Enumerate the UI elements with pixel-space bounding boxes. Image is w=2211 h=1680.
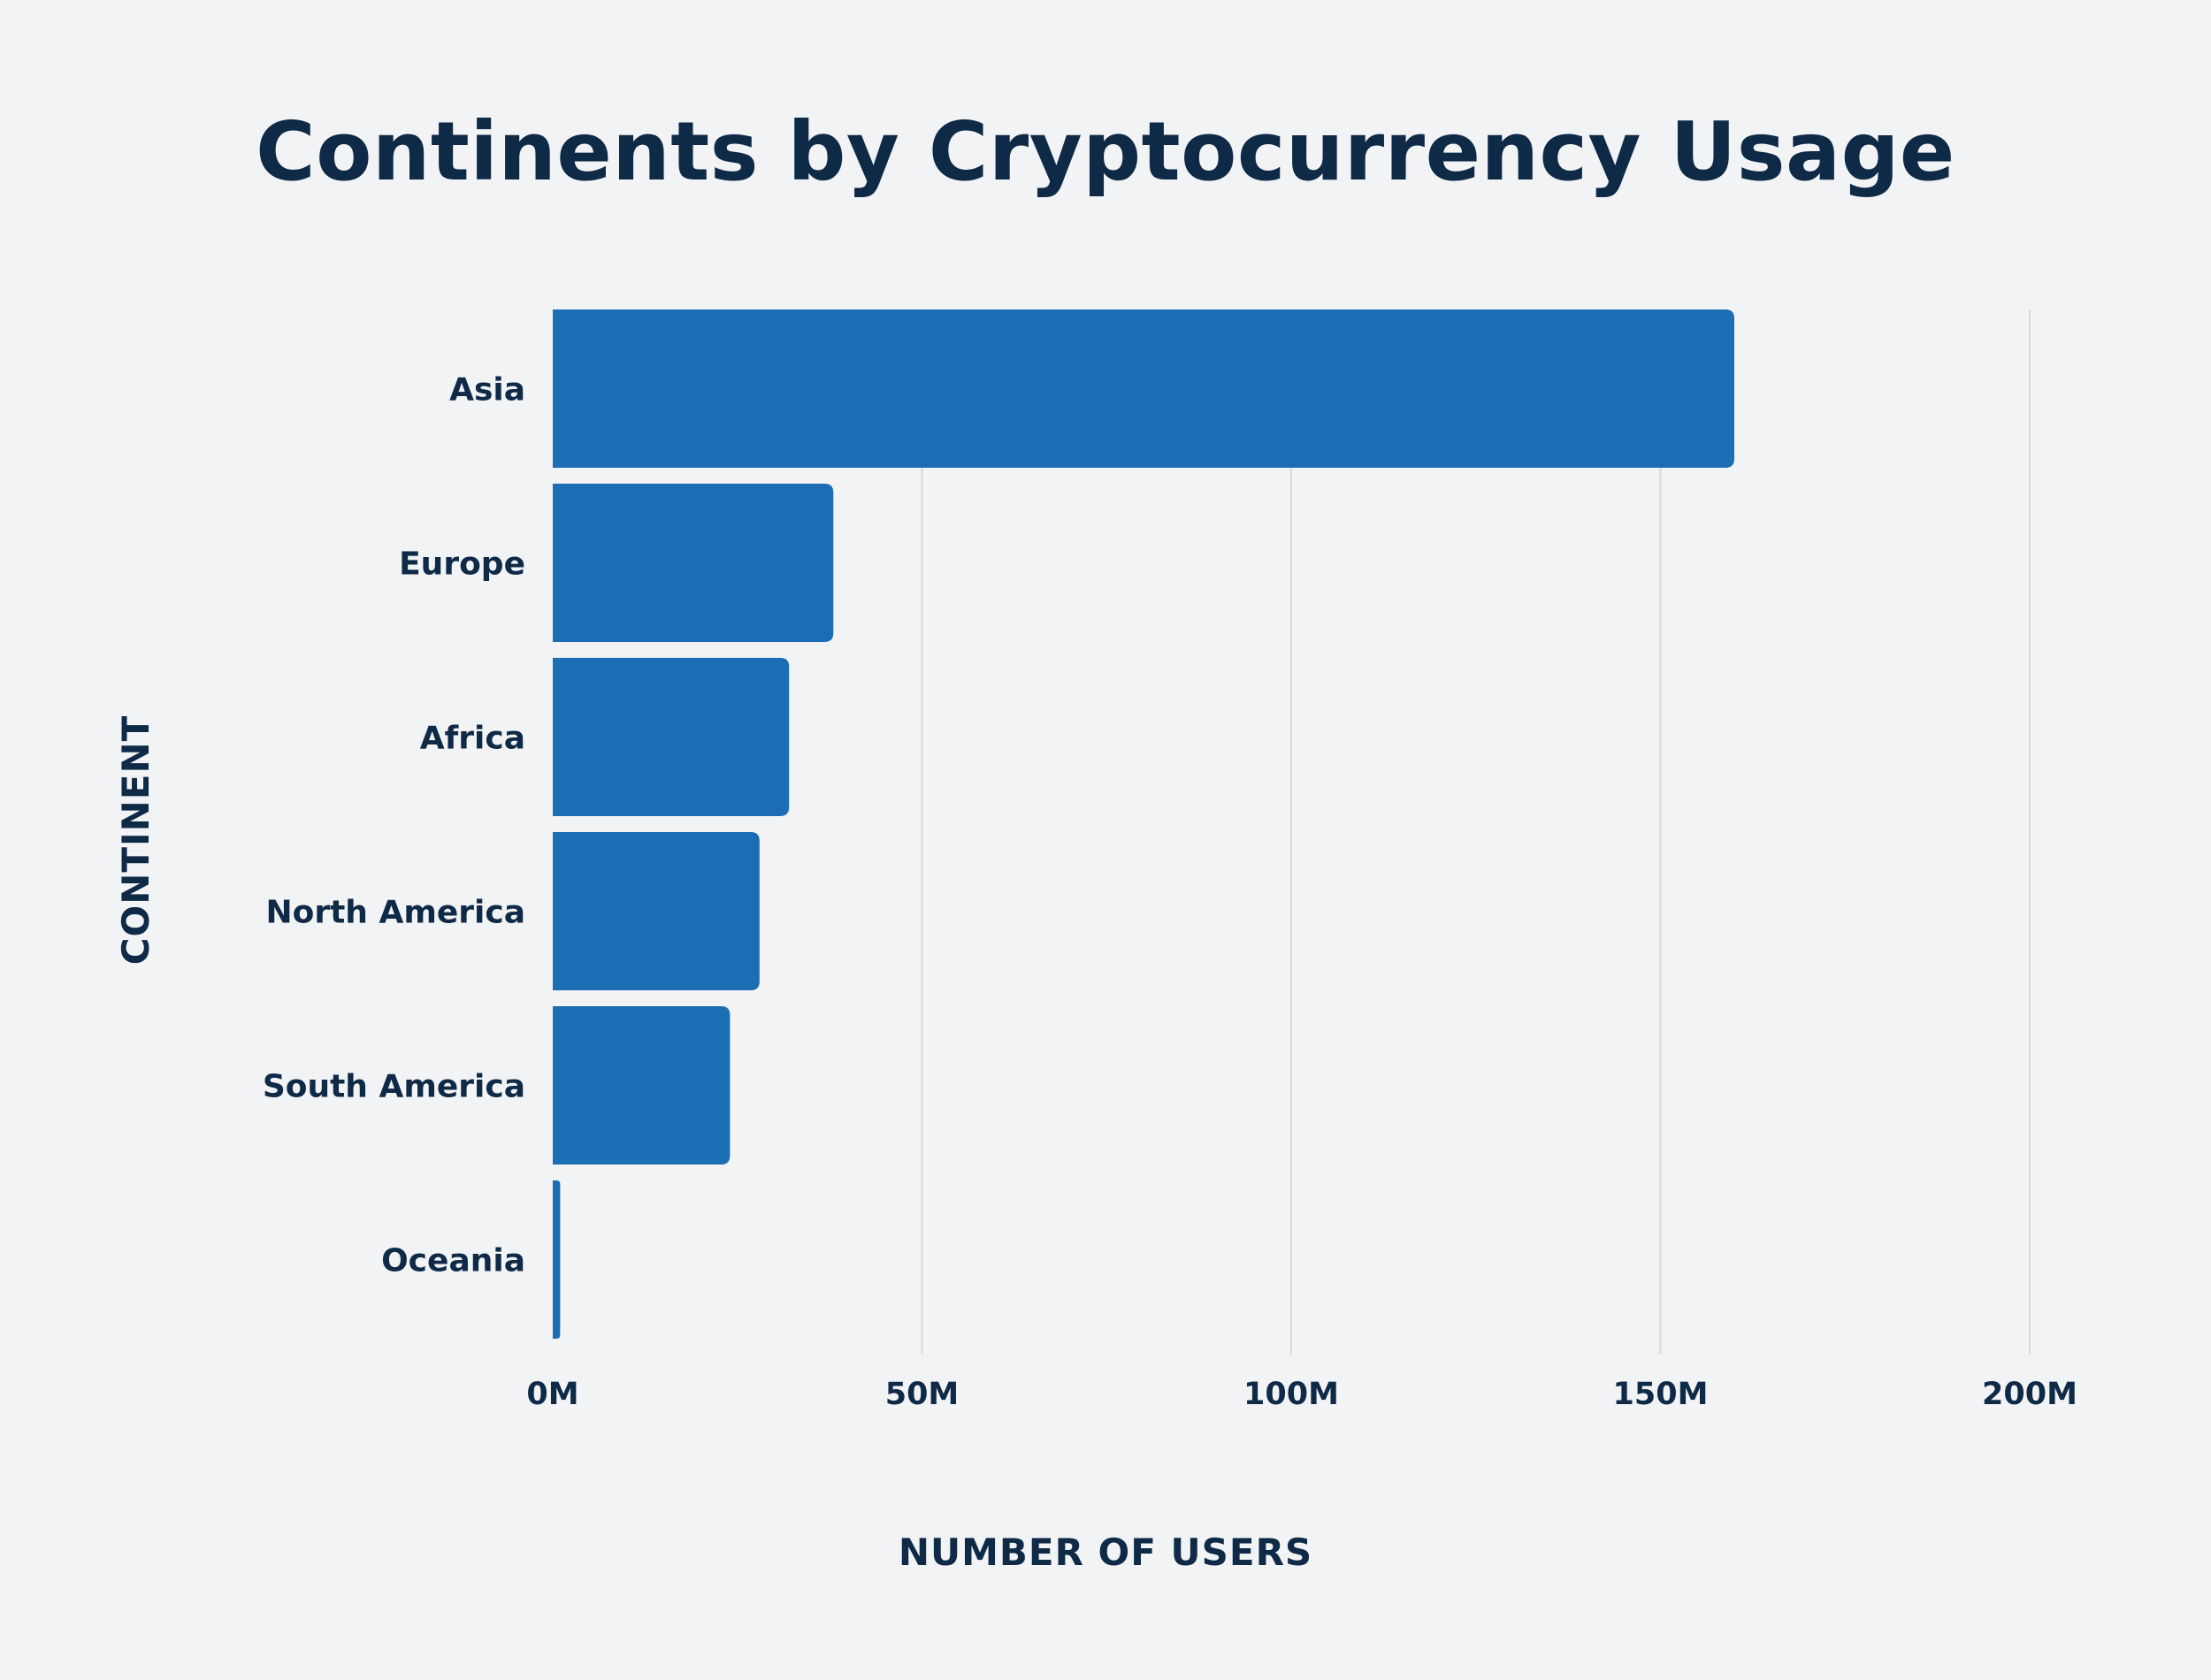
bar-north-america: [553, 832, 760, 990]
x-axis-title: NUMBER OF USERS: [899, 1531, 1312, 1574]
category-label-north-america: North America: [265, 895, 525, 931]
bar-europe: [553, 484, 834, 642]
chart-title: Continents by Cryptocurrency Usage: [256, 104, 1955, 199]
x-tick-label: 0M: [526, 1377, 578, 1412]
x-tick-label: 50M: [885, 1377, 960, 1412]
bars: [553, 309, 1734, 1339]
category-label-oceania: Oceania: [381, 1243, 525, 1279]
bar-africa: [553, 658, 790, 816]
y-axis-title: CONTINENT: [114, 715, 157, 966]
category-label-south-america: South America: [263, 1069, 525, 1105]
bar-oceania: [553, 1180, 561, 1339]
bar-south-america: [553, 1006, 731, 1165]
gridlines: [921, 309, 2031, 1355]
category-label-europe: Europe: [399, 546, 525, 583]
category-labels: Asia Europe Africa North America South Ameri…: [263, 372, 525, 1279]
x-tick-label: 200M: [1982, 1377, 2077, 1412]
x-tick-labels: 0M 50M 100M 150M 200M: [526, 1377, 2077, 1412]
x-tick-label: 100M: [1243, 1377, 1339, 1412]
category-label-asia: Asia: [449, 372, 525, 409]
x-tick-label: 150M: [1613, 1377, 1709, 1412]
category-label-africa: Africa: [420, 721, 525, 757]
bar-asia: [553, 309, 1734, 468]
